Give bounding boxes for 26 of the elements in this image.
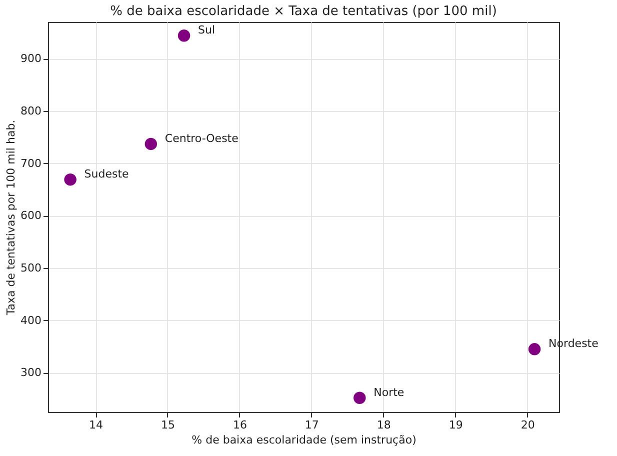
point — [528, 343, 541, 356]
x-tick-label: 19 — [448, 418, 463, 432]
chart-title: % de baixa escolaridade × Taxa de tentativas (por 100 mil) — [110, 4, 497, 19]
y-tick-label: 700 — [20, 156, 42, 170]
y-axis-title: Taxa de tentativas por 100 mil hab. — [4, 120, 18, 316]
y-tick-label: 400 — [20, 314, 42, 327]
point — [178, 30, 190, 42]
y-tick-label: 300 — [20, 366, 42, 380]
annotation: Sul — [198, 24, 216, 37]
y-tick-label: 500 — [20, 262, 42, 275]
x-tick-label: 18 — [376, 418, 391, 432]
x-tick-label: 20 — [520, 418, 535, 432]
y-tick-label: 800 — [20, 104, 42, 118]
x-tick-label: 14 — [89, 418, 103, 432]
x-tick-label: 15 — [160, 418, 175, 432]
point — [64, 173, 76, 186]
annotation: Norte — [374, 386, 404, 399]
x-tick-label: 17 — [304, 418, 319, 432]
point — [144, 138, 158, 150]
point — [354, 392, 366, 404]
x-axis-title: % de baixa escolaridade (sem instrução) — [192, 434, 416, 446]
y-tick-label: 600 — [20, 209, 42, 222]
y-tick-label: 900 — [20, 52, 42, 66]
annotation: Centro-Oeste — [164, 132, 239, 145]
annotation: Sudeste — [84, 168, 130, 181]
x-tick-label: 16 — [232, 418, 247, 432]
